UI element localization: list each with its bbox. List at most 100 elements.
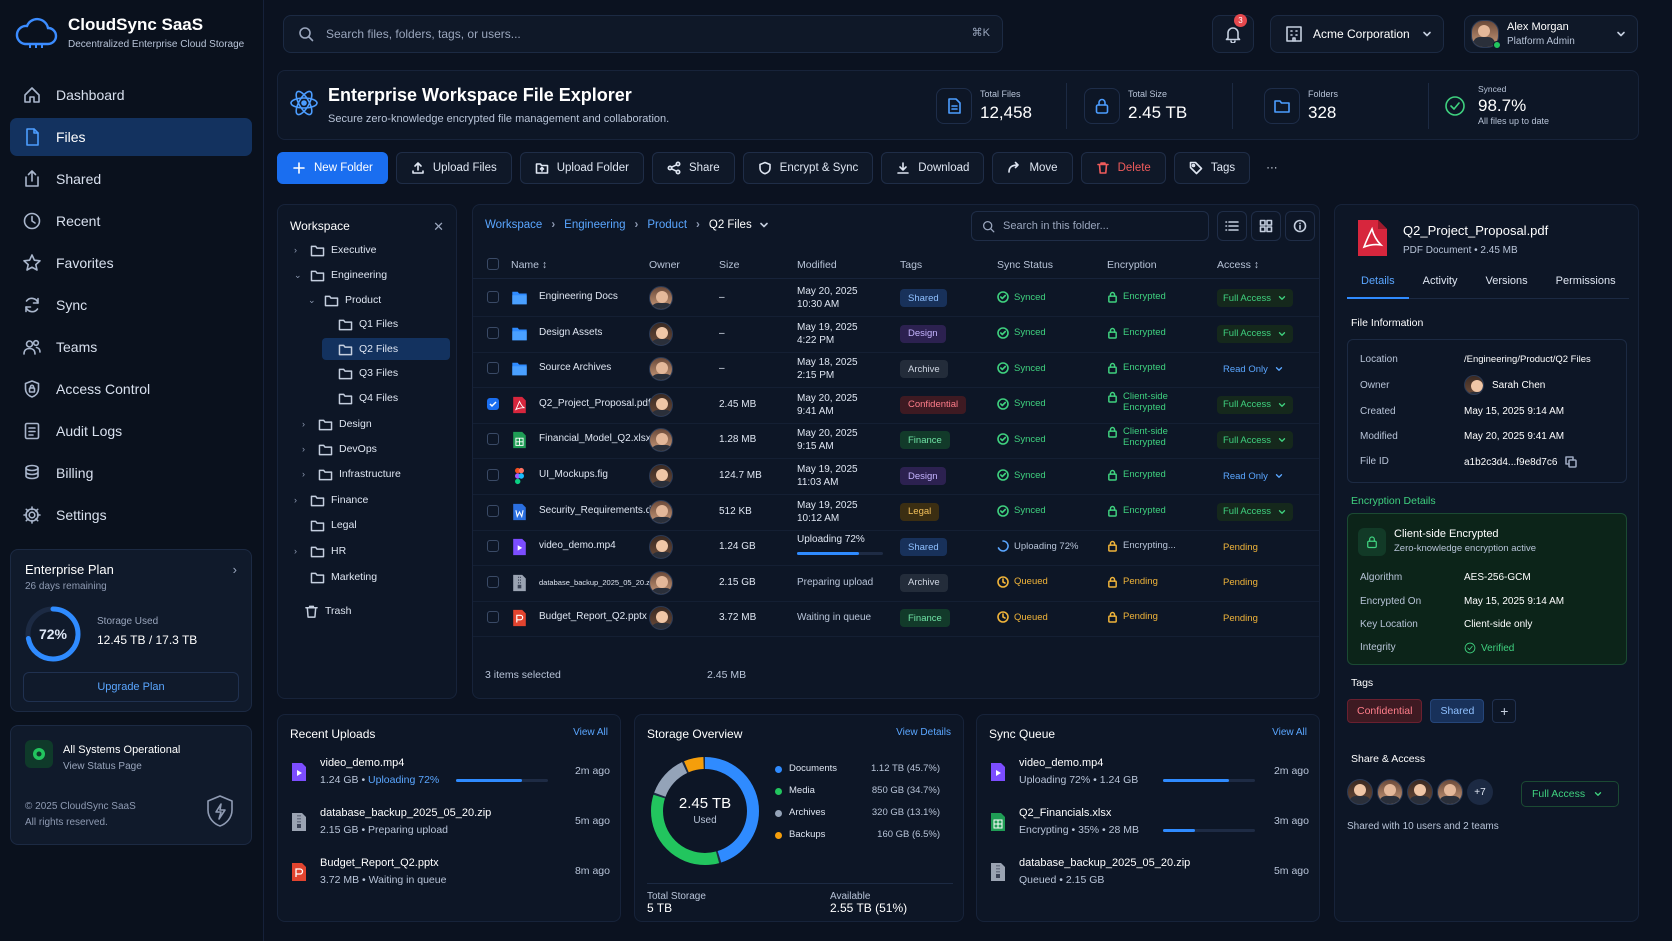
sync-queue-item[interactable]: Q2_Financials.xlsx Encrypting • 35% • 28 …	[989, 805, 1309, 849]
table-row[interactable]: Q2_Project_Proposal.pdf 2.45 MB May 20, 20…	[473, 386, 1319, 424]
global-search-input[interactable]	[326, 27, 926, 41]
org-switcher[interactable]: Acme Corporation	[1270, 15, 1444, 53]
col-encryption[interactable]: Encryption	[1107, 259, 1157, 271]
list-view-button[interactable]	[1217, 211, 1247, 241]
table-row[interactable]: database_backup_2025_05_20.zip 2.15 GB Pre…	[473, 564, 1319, 602]
tab-permissions[interactable]: Permissions	[1555, 275, 1616, 287]
row-checkbox[interactable]	[487, 362, 499, 375]
row-checkbox[interactable]	[487, 326, 499, 339]
table-row[interactable]: Budget_Report_Q2.pptx 3.72 MB Waiting in q…	[473, 599, 1319, 638]
tag-badge[interactable]: Design	[900, 467, 946, 485]
select-all-checkbox[interactable]	[487, 258, 499, 270]
col-modified[interactable]: Modified	[797, 259, 837, 271]
table-row[interactable]: Security_Requirements.docx 512 KB May 19, …	[473, 493, 1319, 531]
tag-badge[interactable]: Legal	[900, 502, 940, 521]
sidebar-item-access-control[interactable]: Access Control	[10, 370, 252, 408]
sidebar-item-dashboard[interactable]: Dashboard	[10, 76, 252, 114]
tree-node[interactable]: Q2 Files	[322, 338, 450, 360]
avatar[interactable]	[1377, 779, 1403, 805]
user-menu[interactable]: Alex Morgan Platform Admin	[1464, 15, 1638, 53]
folder-search[interactable]	[971, 211, 1209, 241]
upload-files-button[interactable]: Upload Files	[395, 152, 512, 184]
row-checkbox[interactable]	[487, 611, 499, 624]
sidebar-item-favorites[interactable]: Favorites	[10, 244, 252, 282]
access-select[interactable]: Full Access	[1217, 502, 1294, 521]
tab-details[interactable]: Details	[1347, 271, 1409, 299]
col-owner[interactable]: Owner	[649, 259, 680, 271]
row-checkbox[interactable]	[487, 433, 499, 446]
tag-badge[interactable]: Shared	[900, 538, 947, 557]
add-tag-button[interactable]: +	[1492, 699, 1517, 723]
file-name[interactable]: UI_Mockups.fig	[539, 469, 608, 480]
upgrade-plan-button[interactable]: Upgrade Plan	[23, 672, 239, 702]
sidebar-item-billing[interactable]: Billing	[10, 454, 252, 492]
tag-badge[interactable]: Archive	[900, 573, 948, 592]
tag-chip[interactable]: Confidential	[1347, 699, 1423, 723]
col-name[interactable]: Name ↕	[511, 259, 548, 271]
tree-node[interactable]: ⌄ Product	[308, 289, 381, 311]
tree-node[interactable]: Q3 Files	[322, 362, 398, 384]
sidebar-item-sync[interactable]: Sync	[10, 286, 252, 324]
avatar[interactable]	[1407, 779, 1433, 805]
breadcrumb-current[interactable]: Q2 Files	[708, 219, 752, 231]
recent-upload-item[interactable]: database_backup_2025_05_20.zip 2.15 GB • …	[290, 805, 610, 849]
sync-queue-item[interactable]: database_backup_2025_05_20.zip Queued • 2…	[989, 855, 1309, 899]
tree-node[interactable]: ⌄ Engineering	[294, 264, 387, 286]
tree-node[interactable]: › Executive	[294, 239, 377, 261]
sidebar-item-shared[interactable]: Shared	[10, 160, 252, 198]
copy-icon[interactable]	[1565, 456, 1578, 468]
chevron-icon[interactable]: ⌄	[294, 269, 302, 280]
access-select[interactable]: Read Only	[1217, 360, 1290, 378]
chevron-icon[interactable]: ⌄	[308, 294, 316, 305]
chevron-right-icon[interactable]: ›	[232, 562, 237, 577]
tree-node[interactable]: › DevOps	[302, 438, 377, 460]
share-access-select[interactable]: Full Access	[1521, 781, 1619, 807]
donut-slice-documents[interactable]	[651, 757, 759, 865]
file-name[interactable]: video_demo.mp4	[539, 540, 616, 552]
access-select[interactable]: Full Access	[1217, 395, 1294, 414]
breadcrumb-item[interactable]: Workspace	[485, 219, 543, 231]
upload-folder-button[interactable]: Upload Folder	[519, 152, 644, 184]
tree-node[interactable]: Q1 Files	[322, 313, 398, 335]
donut-slice-media[interactable]	[651, 757, 759, 865]
avatar[interactable]	[1347, 779, 1373, 805]
file-name[interactable]: Source Archives	[539, 362, 612, 374]
chevron-icon[interactable]: ›	[302, 419, 305, 429]
file-name[interactable]: database_backup_2025_05_20.zip	[539, 577, 656, 587]
access-select[interactable]: Full Access	[1217, 289, 1294, 307]
access-select[interactable]: Read Only	[1217, 467, 1290, 485]
col-sync-status[interactable]: Sync Status	[997, 259, 1054, 271]
tree-node[interactable]: Marketing	[294, 566, 377, 588]
view-status-link[interactable]: View Status Page	[63, 761, 142, 772]
file-name[interactable]: Engineering Docs	[539, 291, 618, 302]
tab-activity[interactable]: Activity	[1422, 275, 1458, 287]
sidebar-item-files[interactable]: Files	[10, 118, 252, 156]
tab-versions[interactable]: Versions	[1485, 275, 1528, 287]
chevron-icon[interactable]: ›	[294, 495, 297, 505]
tree-node[interactable]: Q4 Files	[322, 387, 398, 409]
access-select[interactable]: Full Access	[1217, 431, 1294, 450]
view-details-link[interactable]: View Details	[896, 727, 951, 738]
brand[interactable]: CloudSync SaaS Decentralized Enterprise …	[14, 14, 244, 50]
sidebar-item-audit-logs[interactable]: Audit Logs	[10, 412, 252, 450]
col-size[interactable]: Size	[719, 259, 740, 271]
notifications-button[interactable]: 3	[1212, 14, 1254, 53]
row-checkbox[interactable]	[487, 575, 499, 588]
recent-upload-item[interactable]: Budget_Report_Q2.pptx 3.72 MB • Waiting i…	[290, 855, 610, 899]
tree-node[interactable]: Legal	[294, 514, 357, 536]
col-access[interactable]: Access ↕	[1217, 259, 1260, 271]
sync-queue-item[interactable]: video_demo.mp4 Uploading 72% • 1.24 GB 2m …	[989, 755, 1309, 799]
close-icon[interactable]: ✕	[433, 219, 444, 234]
share-button[interactable]: Share	[651, 152, 735, 184]
chevron-icon[interactable]: ›	[302, 469, 305, 479]
file-name[interactable]: Q2_Project_Proposal.pdf	[539, 397, 651, 409]
more-button[interactable]: ···	[1266, 162, 1278, 174]
tree-node[interactable]: › Infrastructure	[302, 463, 401, 485]
table-row[interactable]: Design Assets – May 19, 2025 4:22 PM Design S…	[473, 315, 1319, 353]
sidebar-item-settings[interactable]: Settings	[10, 496, 252, 534]
tree-node[interactable]: › HR	[294, 540, 346, 562]
tags-button[interactable]: Tags	[1173, 152, 1251, 184]
table-row[interactable]: Source Archives – May 18, 2025 2:15 PM Archi…	[473, 350, 1319, 389]
table-row[interactable]: UI_Mockups.fig 124.7 MB May 19, 2025 11:03 …	[473, 457, 1319, 495]
tag-badge[interactable]: Confidential	[900, 395, 967, 414]
